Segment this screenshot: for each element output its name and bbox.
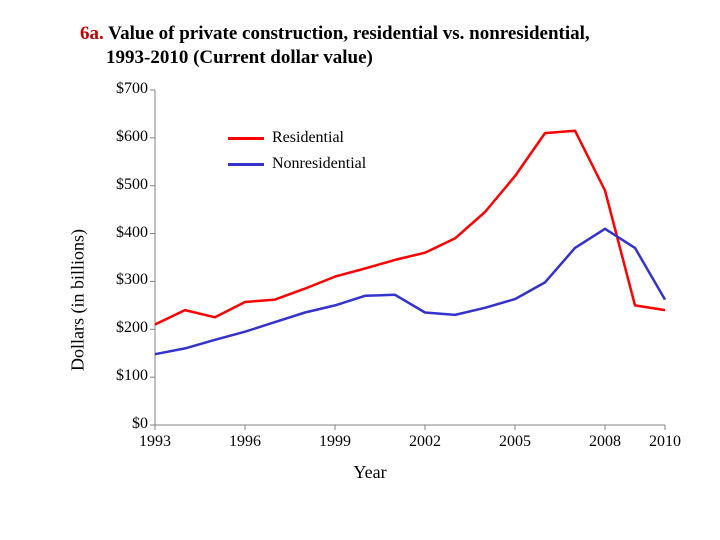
chart-svg	[60, 75, 680, 485]
y-tick-label: $700	[93, 80, 148, 98]
legend-label: Nonresidential	[272, 155, 366, 173]
x-tick-label: 2008	[589, 433, 621, 451]
title-prefix: 6a.	[80, 23, 104, 44]
title-line1: Value of private construction, residenti…	[104, 23, 590, 44]
y-tick-label: $600	[93, 128, 148, 146]
x-tick-label: 2002	[409, 433, 441, 451]
x-tick-label: 2010	[649, 433, 681, 451]
y-tick-label: $400	[93, 224, 148, 242]
legend-swatch	[228, 163, 264, 166]
page: 6a. Value of private construction, resid…	[0, 0, 720, 540]
legend-item: Residential	[228, 125, 366, 151]
legend: Residential Nonresidential	[228, 125, 366, 177]
x-tick-label: 2005	[499, 433, 531, 451]
y-tick-label: $0	[93, 415, 148, 433]
chart-title: 6a. Value of private construction, resid…	[80, 22, 660, 70]
y-tick-label: $100	[93, 367, 148, 385]
y-tick-label: $300	[93, 271, 148, 289]
line-chart: Dollars (in billions) Year $0$100$200$30…	[60, 75, 680, 485]
y-tick-label: $200	[93, 319, 148, 337]
x-tick-label: 1993	[139, 433, 171, 451]
title-line2: 1993-2010 (Current dollar value)	[106, 46, 660, 70]
legend-swatch	[228, 137, 264, 140]
x-tick-label: 1996	[229, 433, 261, 451]
legend-item: Nonresidential	[228, 151, 366, 177]
legend-label: Residential	[272, 129, 344, 147]
x-tick-label: 1999	[319, 433, 351, 451]
series-line	[155, 229, 665, 354]
y-tick-label: $500	[93, 176, 148, 194]
